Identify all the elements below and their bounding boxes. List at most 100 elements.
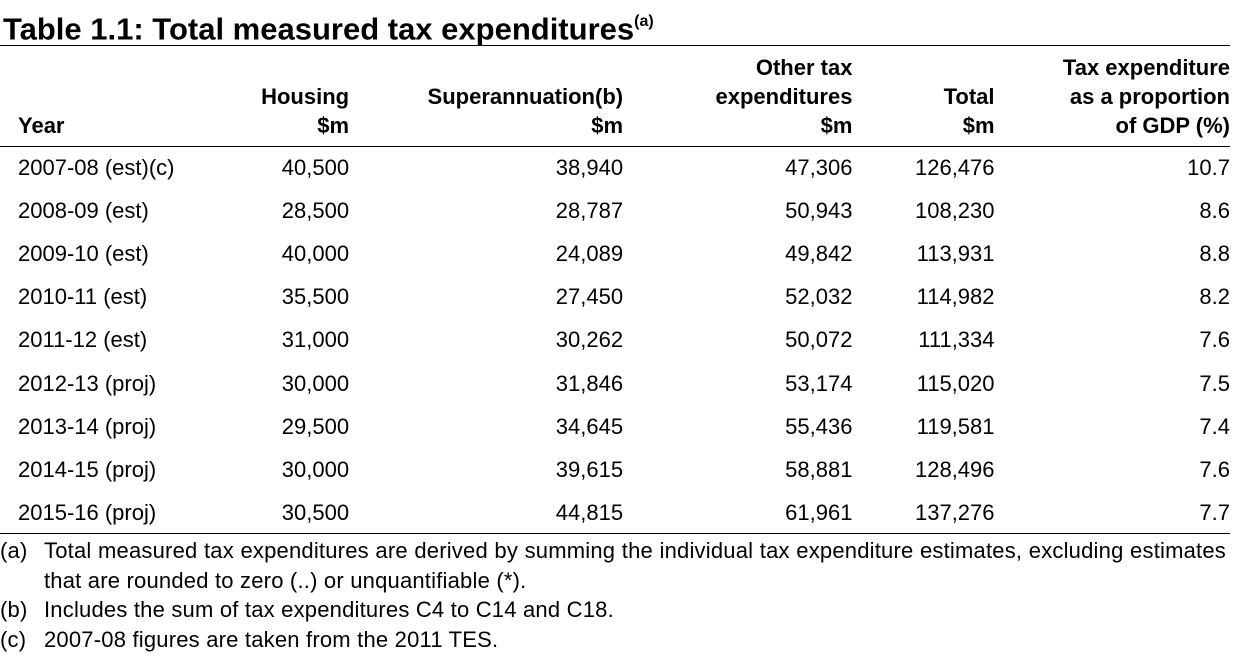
footnote-text: Includes the sum of tax expenditures C4 … — [44, 597, 614, 622]
cell-housing: 28,500 — [281, 198, 350, 224]
cell-superannuation: 34,645 — [555, 413, 624, 439]
cell-year: 2014-15 (proj) — [18, 456, 157, 482]
cell-other: 58,881 — [785, 456, 853, 482]
cell-gdp-proportion: 7.7 — [1199, 499, 1230, 525]
table-body: 2007-08 (est)(c) 40,500 38,940 47,306 12… — [0, 146, 1230, 534]
cell-superannuation: 39,615 — [555, 456, 624, 482]
cell-gdp-proportion: 7.5 — [1199, 370, 1230, 396]
cell-year: 2013-14 (proj) — [18, 413, 157, 439]
cell-superannuation: 44,815 — [555, 499, 624, 525]
cell-other: 50,072 — [785, 327, 853, 353]
header-gdp-label-1: Tax expenditure — [1062, 55, 1230, 80]
cell-gdp-proportion: 8.2 — [1199, 284, 1230, 310]
footnote-a: (a) Total measured tax expenditures are … — [0, 536, 1226, 595]
cell-superannuation: 28,787 — [555, 198, 624, 224]
table-row: 2015-16 (proj) 30,500 44,815 61,961 137,… — [0, 491, 1230, 534]
header-other-label-1: Other tax — [755, 55, 853, 80]
cell-housing: 30,500 — [281, 499, 350, 525]
cell-total: 113,931 — [916, 241, 995, 267]
header-gdp-label-2: as a proportion — [1069, 84, 1230, 109]
table-row: 2013-14 (proj) 29,500 34,645 55,436 119,… — [0, 405, 1230, 448]
cell-gdp-proportion: 8.6 — [1199, 198, 1230, 224]
header-other-label-2: expenditures — [715, 84, 853, 109]
cell-gdp-proportion: 7.6 — [1199, 456, 1230, 482]
cell-gdp-proportion: 7.4 — [1199, 413, 1230, 439]
header-rule — [0, 146, 1230, 147]
cell-other: 49,842 — [785, 241, 853, 267]
table-row: 2012-13 (proj) 30,000 31,846 53,174 115,… — [0, 361, 1230, 404]
cell-year: 2010-11 (est) — [18, 284, 148, 310]
table-row: 2008-09 (est) 28,500 28,787 50,943 108,2… — [0, 189, 1230, 232]
header-housing: Housing $m — [225, 52, 349, 146]
footnote-c: (c) 2007-08 figures are taken from the 2… — [0, 625, 1226, 655]
cell-total: 128,496 — [914, 456, 995, 482]
cell-other: 53,174 — [785, 370, 853, 396]
table-footnotes: (a) Total measured tax expenditures are … — [0, 536, 1226, 654]
cell-other: 50,943 — [785, 198, 853, 224]
footnote-b: (b) Includes the sum of tax expenditures… — [0, 595, 1226, 625]
cell-superannuation: 30,262 — [555, 327, 624, 353]
table-row: 2007-08 (est)(c) 40,500 38,940 47,306 12… — [0, 146, 1230, 189]
table-title: Table 1.1: Total measured tax expenditur… — [3, 4, 654, 49]
cell-year: 2008-09 (est) — [18, 198, 149, 224]
cell-total: 108,230 — [914, 198, 995, 224]
header-gdp-proportion: Tax expenditure as a proportion of GDP (… — [995, 52, 1230, 146]
header-total-unit: $m — [962, 113, 995, 138]
cell-year: 2012-13 (proj) — [18, 370, 157, 396]
cell-other: 61,961 — [785, 499, 853, 525]
cell-housing: 40,500 — [281, 155, 350, 181]
cell-total: 126,476 — [914, 155, 995, 181]
header-superannuation-label: Superannuation(b) — [427, 84, 624, 109]
bottom-rule — [0, 533, 1230, 534]
cell-superannuation: 24,089 — [555, 241, 624, 267]
header-row: Year Housing $m Superannuation(b) $m Oth… — [0, 52, 1230, 146]
table-header: Year Housing $m Superannuation(b) $m Oth… — [0, 52, 1230, 146]
cell-other: 55,436 — [785, 413, 853, 439]
cell-gdp-proportion: 7.6 — [1199, 327, 1230, 353]
table-title-text: Table 1.1: Total measured tax expenditur… — [3, 11, 635, 47]
cell-gdp-proportion: 10.7 — [1187, 155, 1230, 181]
tax-expenditures-table: Year Housing $m Superannuation(b) $m Oth… — [0, 52, 1230, 534]
table-row: 2010-11 (est) 35,500 27,450 52,032 114,9… — [0, 275, 1230, 318]
cell-housing: 30,000 — [281, 456, 350, 482]
header-total-label: Total — [943, 84, 995, 109]
table-row: 2014-15 (proj) 30,000 39,615 58,881 128,… — [0, 448, 1230, 491]
cell-housing: 29,500 — [281, 413, 350, 439]
cell-year: 2007-08 (est)(c) — [18, 155, 175, 181]
cell-superannuation: 38,940 — [555, 155, 624, 181]
table-row: 2009-10 (est) 40,000 24,089 49,842 113,9… — [0, 232, 1230, 275]
cell-total: 119,581 — [916, 413, 995, 439]
footnote-marker: (b) — [0, 597, 28, 622]
cell-other: 47,306 — [785, 155, 853, 181]
footnote-marker: (c) — [0, 626, 27, 652]
cell-other: 52,032 — [785, 284, 853, 310]
cell-gdp-proportion: 8.8 — [1199, 241, 1230, 267]
header-year-label: Year — [18, 113, 65, 138]
cell-year: 2015-16 (proj) — [18, 499, 157, 525]
header-total: Total $m — [852, 52, 995, 146]
cell-superannuation: 31,846 — [555, 370, 624, 396]
header-superannuation-unit: $m — [591, 113, 624, 138]
header-superannuation: Superannuation(b) $m — [349, 52, 624, 146]
footnote-text: 2007-08 figures are taken from the 2011 … — [44, 626, 499, 652]
cell-housing: 30,000 — [281, 370, 350, 396]
cell-housing: 31,000 — [281, 327, 350, 353]
header-housing-label: Housing — [261, 84, 350, 109]
header-other: Other tax expenditures $m — [623, 52, 853, 146]
cell-housing: 40,000 — [281, 241, 350, 267]
top-rule — [0, 45, 1230, 46]
header-other-unit: $m — [820, 113, 853, 138]
footnote-text: Total measured tax expenditures are deri… — [44, 538, 1226, 593]
cell-total: 114,982 — [916, 284, 995, 310]
table-row: 2011-12 (est) 31,000 30,262 50,072 111,3… — [0, 318, 1230, 361]
header-gdp-label-3: of GDP (%) — [1115, 113, 1230, 138]
cell-year: 2009-10 (est) — [18, 241, 149, 267]
table-title-footnote-marker: (a) — [634, 13, 654, 30]
cell-housing: 35,500 — [281, 284, 350, 310]
cell-superannuation: 27,450 — [555, 284, 624, 310]
cell-total: 111,334 — [918, 327, 995, 353]
header-year: Year — [0, 52, 225, 146]
cell-total: 137,276 — [914, 499, 995, 525]
cell-total: 115,020 — [916, 370, 995, 396]
footnote-marker: (a) — [0, 538, 28, 563]
